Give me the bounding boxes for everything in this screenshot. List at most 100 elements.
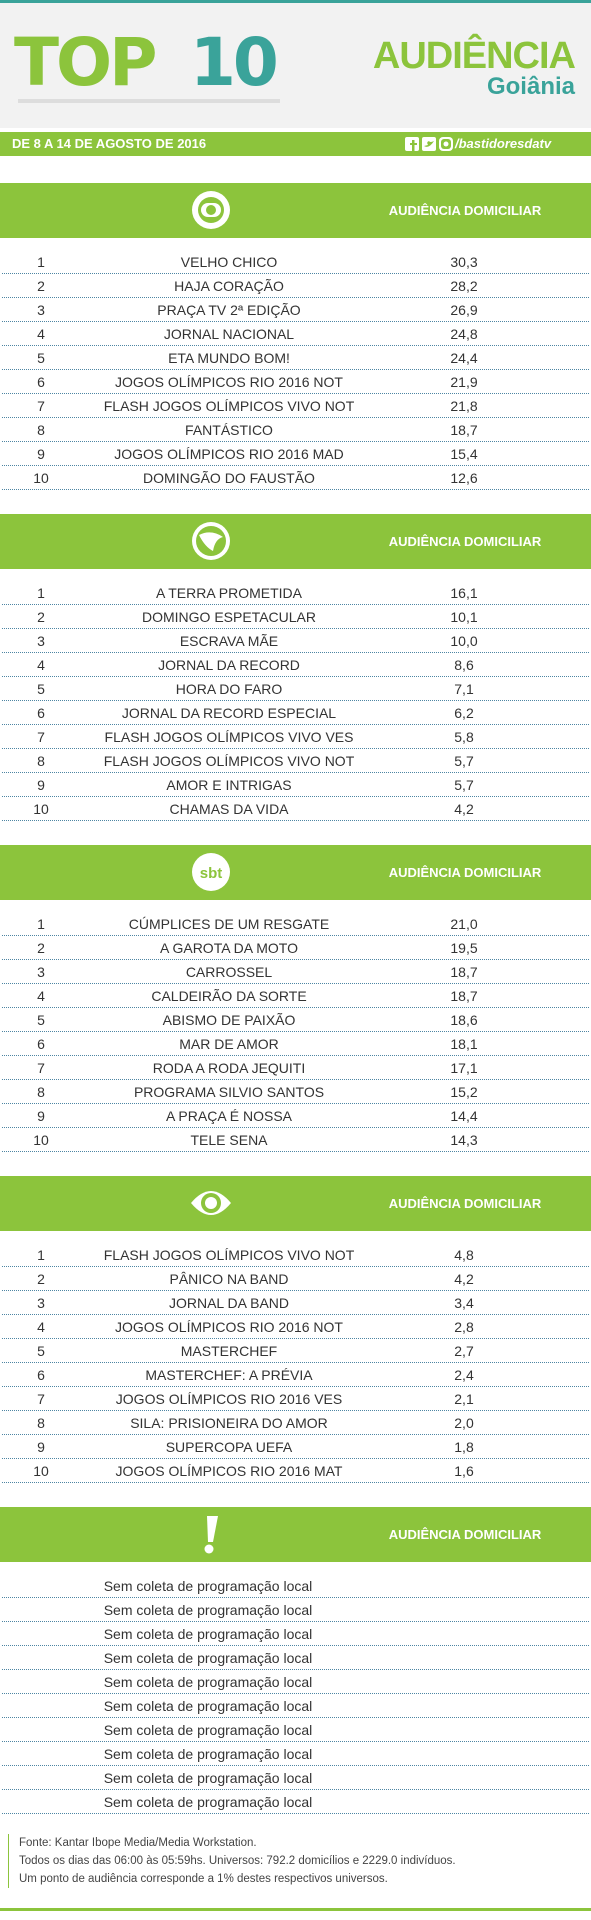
rank: 8 [37, 422, 45, 438]
table-row: 5 ABISMO DE PAIXÃO 18,6 [2, 1008, 589, 1032]
rank: 4 [37, 988, 45, 1004]
note: Sem coleta de programação local [103, 1770, 313, 1786]
rank: 9 [37, 777, 45, 793]
program: MASTERCHEF [180, 1343, 278, 1359]
note: Sem coleta de programação local [103, 1698, 313, 1714]
rank: 7 [37, 1060, 45, 1076]
footer-line: Um ponto de audiência corresponde a 1% d… [19, 1873, 388, 1885]
rating: 18,1 [450, 1036, 478, 1052]
note: Sem coleta de programação local [103, 1626, 313, 1642]
rank: 6 [37, 1367, 45, 1383]
program: AMOR E INTRIGAS [166, 777, 292, 793]
program: RODA A RODA JEQUITI [152, 1060, 306, 1076]
rating: 26,9 [450, 302, 478, 318]
rating: 4,8 [454, 1247, 474, 1263]
rating: 18,7 [450, 964, 478, 980]
program: PROGRAMA SILVIO SANTOS [133, 1084, 325, 1100]
table-row: Sem coleta de programação local [2, 1622, 589, 1646]
bottom-rule [0, 1908, 591, 1911]
program: MAR DE AMOR [179, 1036, 279, 1052]
program: HORA DO FARO [175, 681, 283, 697]
note: Sem coleta de programação local [103, 1650, 313, 1666]
rating: 4,2 [454, 801, 474, 817]
table-row: Sem coleta de programação local [2, 1574, 589, 1598]
rank: 9 [37, 1108, 45, 1124]
logo-text: sbt [200, 865, 223, 882]
table-row: 7 RODA A RODA JEQUITI 17,1 [2, 1056, 589, 1080]
program: ESCRAVA MÃE [179, 633, 279, 649]
rank: 5 [37, 1343, 45, 1359]
rank: 4 [37, 1319, 45, 1335]
rating: 7,1 [454, 681, 474, 697]
table-row: 6 MASTERCHEF: A PRÉVIA 2,4 [2, 1363, 589, 1387]
table-row: Sem coleta de programação local [2, 1766, 589, 1790]
note: Sem coleta de programação local [103, 1722, 313, 1738]
rank: 1 [37, 1247, 45, 1263]
rating: 14,4 [450, 1108, 478, 1124]
section-header: AUDIÊNCIA DOMICILIAR [0, 1176, 591, 1231]
program: CALDEIRÃO DA SORTE [151, 988, 307, 1004]
header: TOP 10 AUDIÊNCIA Goiânia [0, 0, 591, 128]
rank: 5 [37, 681, 45, 697]
rating: 2,1 [454, 1391, 474, 1407]
program: HAJA CORAÇÃO [174, 278, 284, 294]
section-heading: AUDIÊNCIA DOMICILIAR [388, 203, 542, 218]
table-row: 8 FANTÁSTICO 18,7 [2, 418, 589, 442]
table-row: 1 VELHO CHICO 30,3 [2, 250, 589, 274]
table-row: 2 A GAROTA DA MOTO 19,5 [2, 936, 589, 960]
table-row: 9 A PRAÇA É NOSSA 14,4 [2, 1104, 589, 1128]
rank: 8 [37, 753, 45, 769]
rating: 10,0 [450, 633, 478, 649]
program: MASTERCHEF: A PRÉVIA [145, 1367, 313, 1383]
rank: 2 [37, 1271, 45, 1287]
title-top: TOP [14, 24, 157, 101]
table-row: 10 JOGOS OLÍMPICOS RIO 2016 MAT 1,6 [2, 1459, 589, 1483]
rank: 8 [37, 1084, 45, 1100]
rank: 1 [37, 916, 45, 932]
rating: 24,8 [450, 326, 478, 342]
rating: 15,2 [450, 1084, 478, 1100]
footer-line: Fonte: Kantar Ibope Media/Media Workstat… [19, 1837, 257, 1849]
program: CÚMPLICES DE UM RESGATE [128, 916, 330, 932]
program: PRAÇA TV 2ª EDIÇÃO [157, 302, 301, 318]
rank: 3 [37, 1295, 45, 1311]
rating: 5,8 [454, 729, 474, 745]
rank: 3 [37, 302, 45, 318]
rank: 9 [37, 1439, 45, 1455]
program: ETA MUNDO BOM! [168, 350, 290, 366]
rating: 2,0 [454, 1415, 474, 1431]
table-row: Sem coleta de programação local [2, 1694, 589, 1718]
program: JORNAL DA BAND [168, 1295, 290, 1311]
table-row: 9 SUPERCOPA UEFA 1,8 [2, 1435, 589, 1459]
channel-logo: sbt [192, 853, 230, 891]
note: Sem coleta de programação local [103, 1674, 313, 1690]
rating: 18,7 [450, 422, 478, 438]
program: FLASH JOGOS OLÍMPICOS VIVO NOT [103, 398, 355, 414]
note: Sem coleta de programação local [103, 1746, 313, 1762]
rating: 24,4 [450, 350, 478, 366]
rank: 2 [37, 609, 45, 625]
section-heading: AUDIÊNCIA DOMICILIAR [388, 534, 542, 549]
program: JOGOS OLÍMPICOS RIO 2016 VES [115, 1391, 343, 1407]
table-row: 3 JORNAL DA BAND 3,4 [2, 1291, 589, 1315]
rating: 18,6 [450, 1012, 478, 1028]
note: Sem coleta de programação local [103, 1794, 313, 1810]
program: CHAMAS DA VIDA [169, 801, 289, 817]
rating: 3,4 [454, 1295, 474, 1311]
rating: 30,3 [450, 254, 478, 270]
rank: 5 [37, 350, 45, 366]
table-row: 8 FLASH JOGOS OLÍMPICOS VIVO NOT 5,7 [2, 749, 589, 773]
table-row: 3 CARROSSEL 18,7 [2, 960, 589, 984]
program: A GAROTA DA MOTO [160, 940, 298, 956]
section-header: AUDIÊNCIA DOMICILIAR [0, 183, 591, 238]
rating: 28,2 [450, 278, 478, 294]
table-row: 4 JORNAL NACIONAL 24,8 [2, 322, 589, 346]
rating: 1,8 [454, 1439, 474, 1455]
program: TELE SENA [190, 1132, 268, 1148]
table-row: 2 PÂNICO NA BAND 4,2 [2, 1267, 589, 1291]
channel-logo [191, 1191, 231, 1215]
rank: 1 [37, 585, 45, 601]
program: VELHO CHICO [180, 254, 278, 270]
table-row: 7 FLASH JOGOS OLÍMPICOS VIVO VES 5,8 [2, 725, 589, 749]
